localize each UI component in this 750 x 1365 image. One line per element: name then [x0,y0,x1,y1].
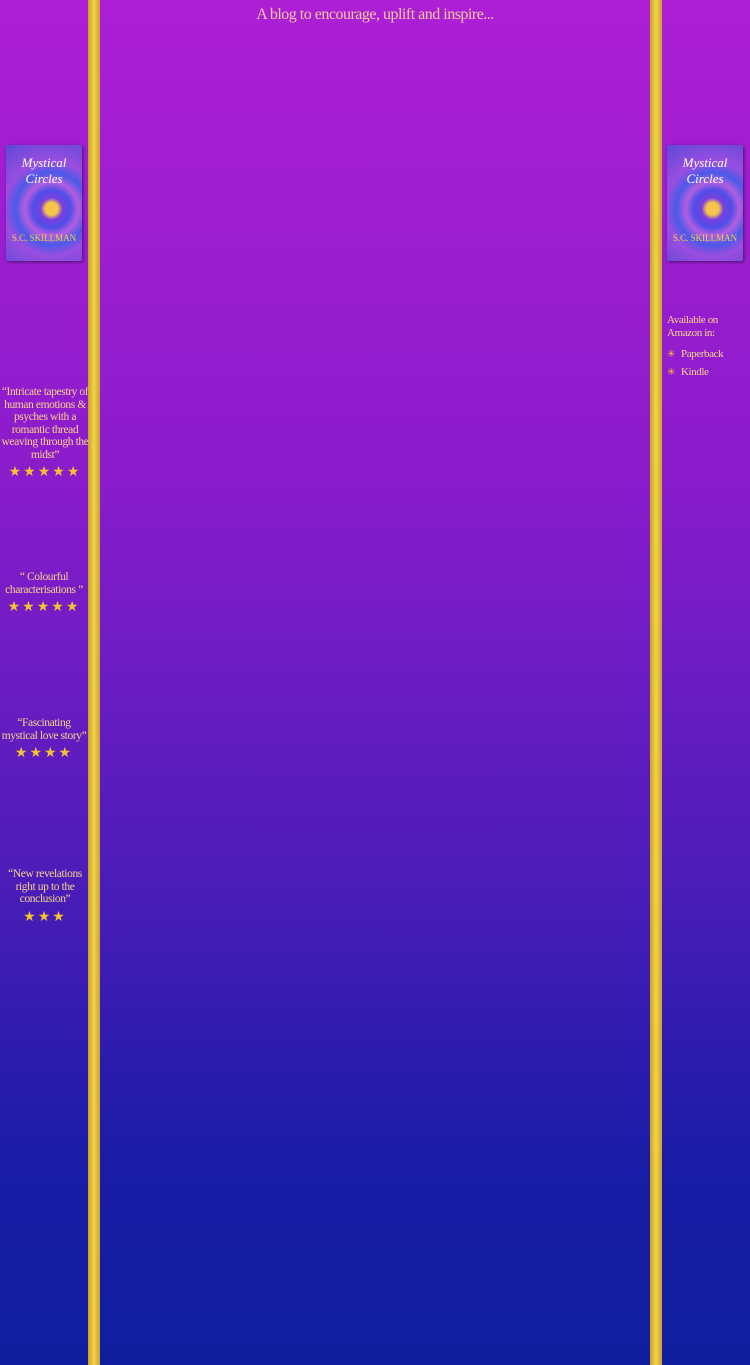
review-quote: “Intricate tapestry of human emotions & … [1,386,89,461]
book-cover-left[interactable]: Mystical Circles S.C. SKILLMAN [6,145,82,261]
review-quote: “Fascinating mystical love story” [1,717,87,742]
amazon-availability: Available on Amazon in: ✳ Paperback ✳ Kind… [667,314,749,384]
book-title: Circles [25,171,63,186]
book-title: Mystical [682,155,728,170]
bullet-icon: ✳ [667,367,675,378]
review: “ Colourful characterisations ” ★★★★★ [0,571,88,614]
kindle-link-label[interactable]: Kindle [680,366,709,378]
review-quote: “ Colourful characterisations ” [5,571,83,596]
amazon-heading: Available on Amazon in: [667,314,718,339]
star-rating: ★★★ [23,908,67,925]
book-author: S.C. SKILLMAN [672,233,738,243]
star-rating: ★★★★★ [8,464,82,480]
paperback-link-label[interactable]: Paperback [680,348,724,360]
blog-tagline: A blog to encourage, uplift and inspire.… [256,6,494,23]
review: “Intricate tapestry of human emotions & … [1,386,89,479]
star-rating: ★★★★★ [7,599,81,615]
book-title: Mystical [21,155,67,170]
left-gold-divider [88,0,100,1365]
review: “New revelations right up to the conclus… [1,868,89,923]
bullet-icon: ✳ [667,349,675,360]
kindle-link[interactable]: ✳ Kindle [667,366,749,379]
right-gold-divider [650,0,662,1365]
review: “Fascinating mystical love story” ★★★★ [0,717,88,760]
paperback-link[interactable]: ✳ Paperback [667,348,749,361]
book-author: S.C. SKILLMAN [11,233,77,243]
book-cover-right[interactable]: Mystical Circles S.C. SKILLMAN [667,145,743,261]
review-quote: “New revelations right up to the conclus… [8,868,82,905]
star-rating: ★★★★ [14,745,74,761]
book-title: Circles [686,171,724,186]
